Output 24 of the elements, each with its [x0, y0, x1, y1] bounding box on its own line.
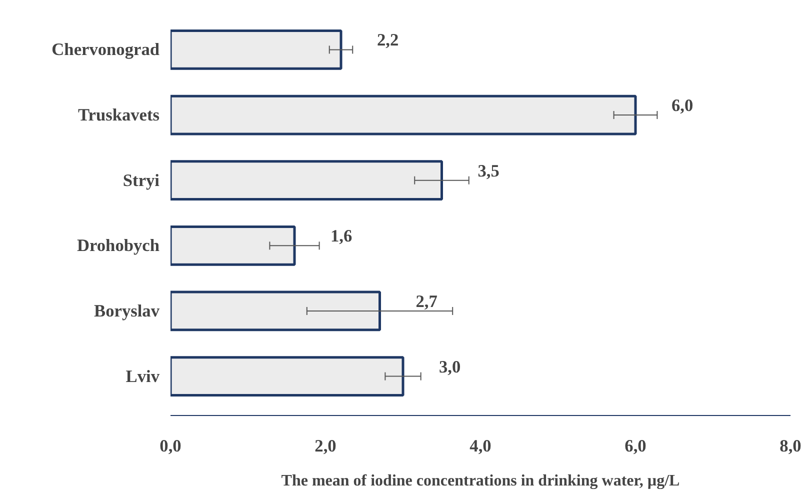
- y-tick-label: Lviv: [126, 366, 160, 386]
- y-tick-label: Drohobych: [77, 236, 160, 256]
- y-tick-label: Boryslav: [94, 301, 160, 320]
- data-label: 6,0: [672, 96, 694, 116]
- x-axis-title: The mean of iodine concentrations in drinking water, µg/L: [281, 472, 680, 490]
- x-tick-label: 2,0: [314, 436, 336, 456]
- bar: [170, 290, 381, 332]
- y-tick-label: Chervonograd: [52, 40, 160, 60]
- bar: [170, 356, 404, 396]
- data-label: 3,0: [439, 357, 461, 376]
- bar: [170, 94, 637, 136]
- data-label: 3,5: [478, 161, 500, 180]
- x-tick-label: 0,0: [160, 436, 182, 456]
- data-label: 2,2: [377, 30, 399, 50]
- y-tick-label: Truskavets: [78, 106, 160, 125]
- bar: [170, 30, 342, 70]
- y-tick-label: Stryi: [122, 170, 160, 190]
- bar: [170, 225, 296, 266]
- bar: [170, 160, 443, 201]
- x-tick-label: 8,0: [780, 436, 802, 456]
- data-label: 2,7: [416, 292, 438, 311]
- data-label: 1,6: [330, 226, 352, 246]
- x-tick-label: 6,0: [624, 436, 646, 456]
- x-tick-label: 4,0: [470, 436, 492, 456]
